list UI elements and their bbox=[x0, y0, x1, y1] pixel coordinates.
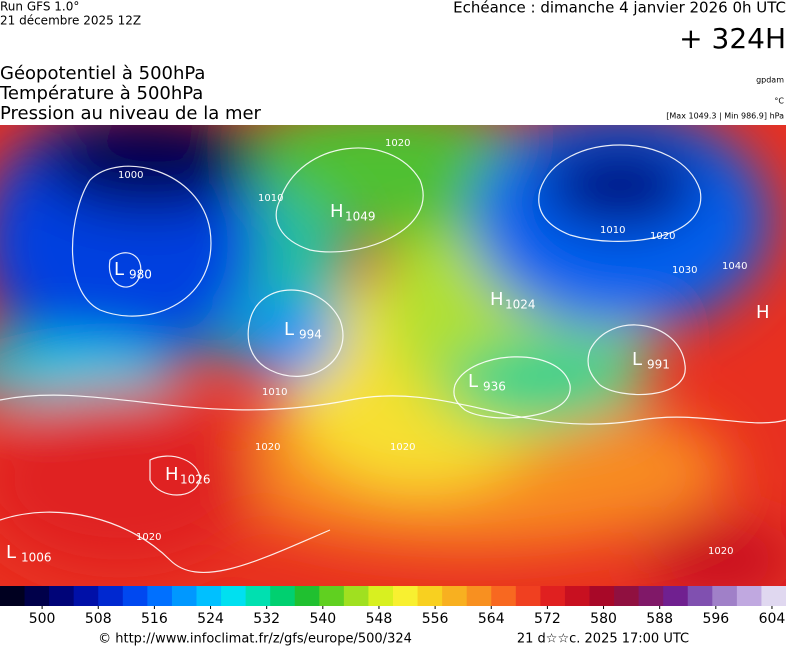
colorbar-swatch bbox=[466, 586, 492, 606]
colorbar-swatch bbox=[564, 586, 590, 606]
isobar-label: 1020 bbox=[650, 231, 675, 242]
colorbar-swatch bbox=[515, 586, 541, 606]
colorbar-swatch bbox=[736, 586, 762, 606]
run-date: 21 décembre 2025 12Z bbox=[0, 14, 141, 28]
colorbar-tick-label: 596 bbox=[702, 611, 729, 627]
colorbar-swatch bbox=[98, 586, 124, 606]
colorbar-tick-label: 580 bbox=[590, 611, 617, 627]
center-kind: L bbox=[468, 371, 478, 392]
colorbar-swatch bbox=[712, 586, 738, 606]
run: Run GFS 1.0° bbox=[0, 0, 79, 14]
colorbar-tick-label: 572 bbox=[534, 611, 561, 627]
isobar-label: 1040 bbox=[722, 261, 747, 272]
colorbar-swatch bbox=[393, 586, 419, 606]
colorbar-tick-label: 524 bbox=[197, 611, 224, 627]
colorbar-tick-label: 540 bbox=[309, 611, 336, 627]
isobar-label: 1010 bbox=[258, 193, 283, 204]
colorbar-swatch bbox=[171, 586, 197, 606]
center-kind: L bbox=[114, 259, 124, 280]
valid-time: Echéance : dimanche 4 janvier 2026 0h UT… bbox=[453, 0, 786, 17]
isobar-label: 1030 bbox=[672, 265, 697, 276]
colorbar-tick-label: 500 bbox=[29, 611, 56, 627]
colorbar-swatch bbox=[368, 586, 394, 606]
colorbar-swatch bbox=[24, 586, 50, 606]
center-kind: L bbox=[6, 542, 16, 563]
center-kind: H bbox=[165, 464, 179, 485]
colorbar-swatch bbox=[319, 586, 345, 606]
colorbar-tick-label: 588 bbox=[646, 611, 673, 627]
center-value: 1049 bbox=[345, 210, 376, 224]
center-kind: L bbox=[284, 319, 294, 340]
colorbar-swatch bbox=[122, 586, 148, 606]
unit: [Max 1049.3 | Min 986.9] hPa bbox=[666, 112, 784, 121]
isobar-label: 1020 bbox=[708, 546, 733, 557]
colorbar-swatch bbox=[589, 586, 615, 606]
center-value: 1006 bbox=[21, 551, 52, 565]
center-value: 1026 bbox=[180, 473, 211, 487]
colorbar-tick-label: 508 bbox=[85, 611, 112, 627]
colorbar-swatch bbox=[761, 586, 786, 606]
center-value: 1024 bbox=[505, 298, 536, 312]
colorbar-swatch bbox=[0, 586, 26, 606]
source: © http://www.infoclimat.fr/z/gfs/europe/… bbox=[98, 632, 412, 647]
colorbar-swatch bbox=[614, 586, 640, 606]
colorbar-swatch bbox=[663, 586, 689, 606]
isobar-label: 1020 bbox=[136, 532, 161, 543]
isobar-label: 1020 bbox=[390, 442, 415, 453]
center-kind: H bbox=[330, 201, 344, 222]
colorbar-tick-label: 548 bbox=[366, 611, 393, 627]
colorbar-swatch bbox=[73, 586, 99, 606]
unit: °C bbox=[774, 97, 784, 106]
colorbar-swatch bbox=[270, 586, 296, 606]
colorbar-swatch bbox=[491, 586, 517, 606]
center-kind: L bbox=[632, 349, 642, 370]
colorbar-tick-label: 564 bbox=[478, 611, 505, 627]
colorbar-swatch bbox=[245, 586, 271, 606]
center-value: 994 bbox=[299, 328, 322, 342]
colorbar-tick-label: 604 bbox=[759, 611, 786, 627]
colorbar-swatch bbox=[147, 586, 173, 606]
map: 1000 1010 1020 1010 1020 1030 1040 1020 … bbox=[0, 125, 786, 586]
center-value: 936 bbox=[483, 380, 506, 394]
isobar-label: 1010 bbox=[600, 225, 625, 236]
generated: 21 d☆☆c. 2025 17:00 UTC bbox=[517, 632, 689, 647]
field: Géopotentiel à 500hPa bbox=[0, 63, 205, 84]
colorbar-swatch bbox=[638, 586, 664, 606]
lead-time: + 324H bbox=[679, 22, 786, 55]
colorbar-swatch bbox=[442, 586, 468, 606]
colorbar-swatch bbox=[294, 586, 320, 606]
colorbar-tick-label: 532 bbox=[253, 611, 280, 627]
colorbar: 500 508 516 524 532 540 548 556 564 572 580 588 596 6… bbox=[0, 586, 786, 627]
colorbar-swatch bbox=[49, 586, 75, 606]
center-value: 980 bbox=[129, 268, 152, 282]
isobar-label: 1020 bbox=[385, 138, 410, 149]
isobar-label: 1020 bbox=[255, 442, 280, 453]
field: Pression au niveau de la mer bbox=[0, 103, 262, 124]
colorbar-swatch bbox=[343, 586, 369, 606]
field: Température à 500hPa bbox=[0, 83, 203, 104]
colorbar-swatch bbox=[417, 586, 443, 606]
colorbar-tick-label: 516 bbox=[141, 611, 168, 627]
colorbar-swatch bbox=[221, 586, 247, 606]
colorbar-swatch bbox=[687, 586, 713, 606]
isobar-label: 1010 bbox=[262, 387, 287, 398]
center-kind: H bbox=[756, 302, 770, 323]
unit: gpdam bbox=[756, 76, 784, 85]
colorbar-swatch bbox=[196, 586, 222, 606]
colorbar-tick-label: 556 bbox=[422, 611, 449, 627]
isobar-label: 1000 bbox=[118, 170, 143, 181]
center-value: 991 bbox=[647, 358, 670, 372]
center-kind: H bbox=[490, 289, 504, 310]
colorbar-swatch bbox=[540, 586, 566, 606]
